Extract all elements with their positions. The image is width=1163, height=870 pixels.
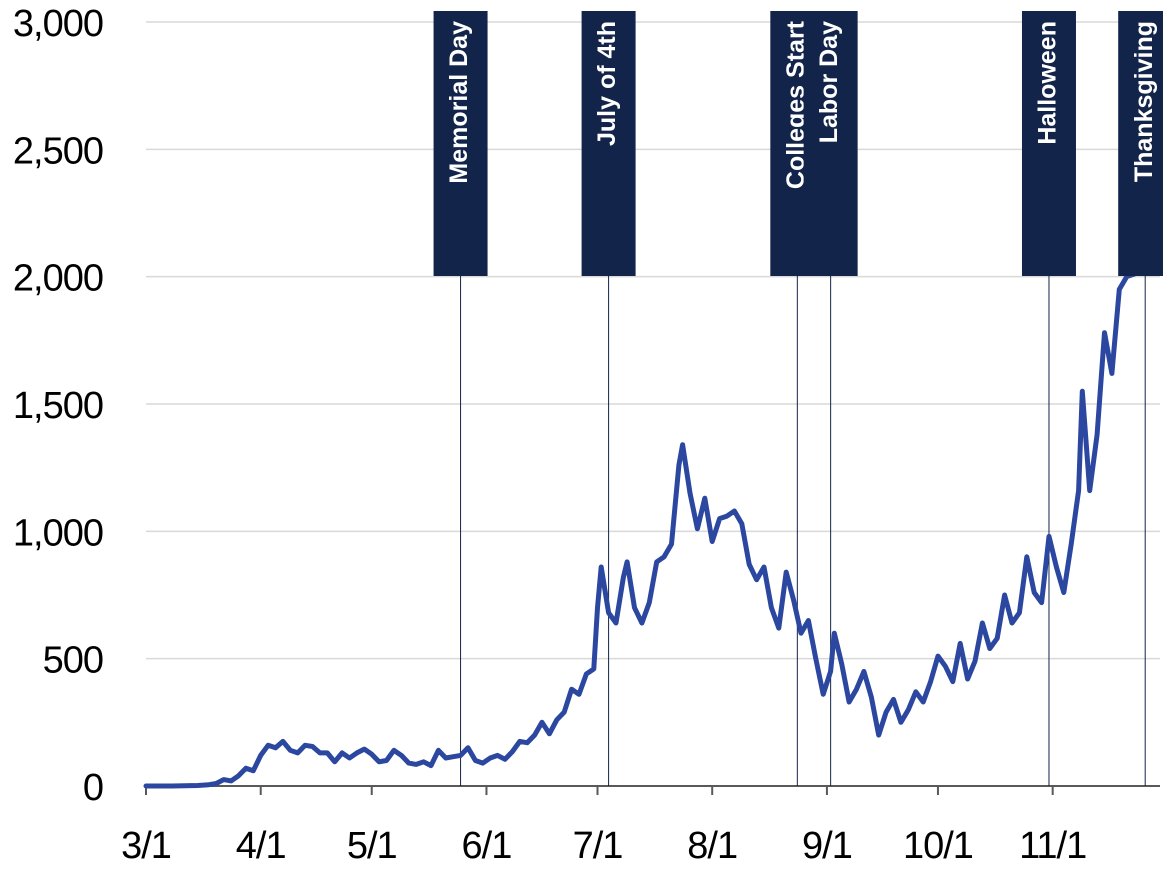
grid-lines [146,21,1160,660]
y-tick-label: 500 [43,640,103,682]
event-label: Thanksgiving [1130,21,1158,182]
x-tick-label: 8/1 [687,825,737,867]
event-label: July of 4th [593,21,621,146]
x-tick-label: 7/1 [573,825,623,867]
event-labels: Memorial Day July of 4th Colleges Start Lab… [433,11,1163,276]
x-tick-label: 10/1 [903,825,973,867]
y-tick-label: 1,500 [13,385,103,427]
y-tick-label: 0 [83,767,103,809]
event-box [581,11,636,276]
x-tick-label: 9/1 [802,825,852,867]
x-tick-label: 5/1 [347,825,397,867]
x-axis [145,785,1160,795]
event-box [1021,11,1076,276]
y-tick-label: 2,500 [13,130,103,172]
y-tick-label: 2,000 [13,258,103,300]
y-axis-labels: 0 500 1,000 1,500 2,000 2,500 3,000 [13,3,104,809]
series-layer [143,223,1163,789]
x-tick-label: 3/1 [121,825,171,867]
x-tick-label: 6/1 [462,825,512,867]
event-markers [460,276,1146,786]
x-axis-labels: 3/1 4/1 5/1 6/1 7/1 8/1 9/1 10/1 11/1 [121,825,1087,867]
event-box [1118,11,1163,276]
event-box [433,11,488,276]
event-label: Halloween [1034,21,1062,145]
event-box [803,11,858,276]
event-label: Labor Day [815,21,843,143]
y-tick-label: 3,000 [13,3,103,45]
series-line [143,223,1163,789]
event-label: Memorial Day [445,21,473,184]
x-tick-label: 4/1 [236,825,286,867]
x-tick-label: 11/1 [1019,825,1086,867]
y-tick-label: 1,000 [13,512,103,554]
